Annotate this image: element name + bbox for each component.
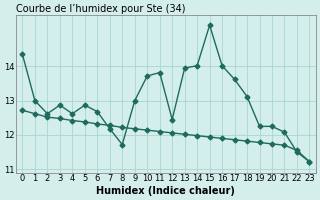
X-axis label: Humidex (Indice chaleur): Humidex (Indice chaleur) — [97, 186, 236, 196]
Text: Courbe de l’humidex pour Ste (34): Courbe de l’humidex pour Ste (34) — [16, 4, 186, 14]
